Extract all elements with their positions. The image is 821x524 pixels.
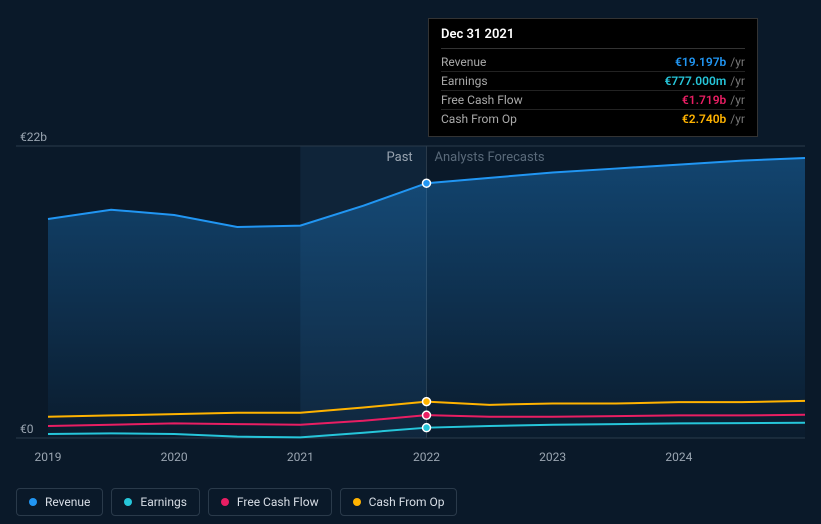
legend-dot-icon — [353, 498, 361, 506]
x-axis-label: 2019 — [35, 450, 62, 464]
legend-item-label: Revenue — [45, 495, 90, 509]
chart-tooltip: Dec 31 2021 Revenue €19.197b/yr Earnings €7… — [428, 18, 758, 137]
tooltip-row: Revenue €19.197b/yr — [441, 53, 745, 72]
tooltip-date: Dec 31 2021 — [441, 27, 745, 49]
y-axis-label: €0 — [20, 422, 34, 436]
tooltip-row-value: €2.740b/yr — [682, 112, 745, 126]
legend-item-label: Free Cash Flow — [237, 495, 319, 509]
legend-item-earnings[interactable]: Earnings — [111, 488, 200, 516]
legend-dot-icon — [124, 498, 132, 506]
legend-dot-icon — [29, 498, 37, 506]
legend-item-revenue[interactable]: Revenue — [16, 488, 103, 516]
forecast-label: Analysts Forecasts — [435, 150, 545, 165]
chart-legend: Revenue Earnings Free Cash Flow Cash From O… — [16, 488, 457, 516]
tooltip-row-value: €19.197b/yr — [675, 55, 745, 69]
x-axis-label: 2021 — [287, 450, 314, 464]
legend-item-cash_from_op[interactable]: Cash From Op — [340, 488, 458, 516]
tooltip-row-label: Cash From Op — [441, 112, 517, 126]
chart-container: Dec 31 2021 Revenue €19.197b/yr Earnings €7… — [0, 0, 821, 524]
x-axis-label: 2020 — [161, 450, 188, 464]
tooltip-row-value: €1.719b/yr — [682, 93, 745, 107]
tooltip-row-label: Free Cash Flow — [441, 93, 523, 107]
tooltip-row: Free Cash Flow €1.719b/yr — [441, 91, 745, 110]
tooltip-row-label: Earnings — [441, 74, 488, 88]
x-axis-label: 2023 — [539, 450, 566, 464]
tooltip-row: Cash From Op €2.740b/yr — [441, 110, 745, 128]
past-label: Past — [387, 150, 413, 165]
legend-item-free_cash_flow[interactable]: Free Cash Flow — [208, 488, 332, 516]
tooltip-row: Earnings €777.000m/yr — [441, 72, 745, 91]
legend-dot-icon — [221, 498, 229, 506]
legend-item-label: Earnings — [140, 495, 187, 509]
tooltip-row-label: Revenue — [441, 55, 486, 69]
x-axis-label: 2022 — [413, 450, 440, 464]
y-axis-label: €22b — [20, 130, 47, 144]
x-axis-label: 2024 — [665, 450, 692, 464]
tooltip-row-value: €777.000m/yr — [664, 74, 745, 88]
legend-item-label: Cash From Op — [369, 495, 445, 509]
